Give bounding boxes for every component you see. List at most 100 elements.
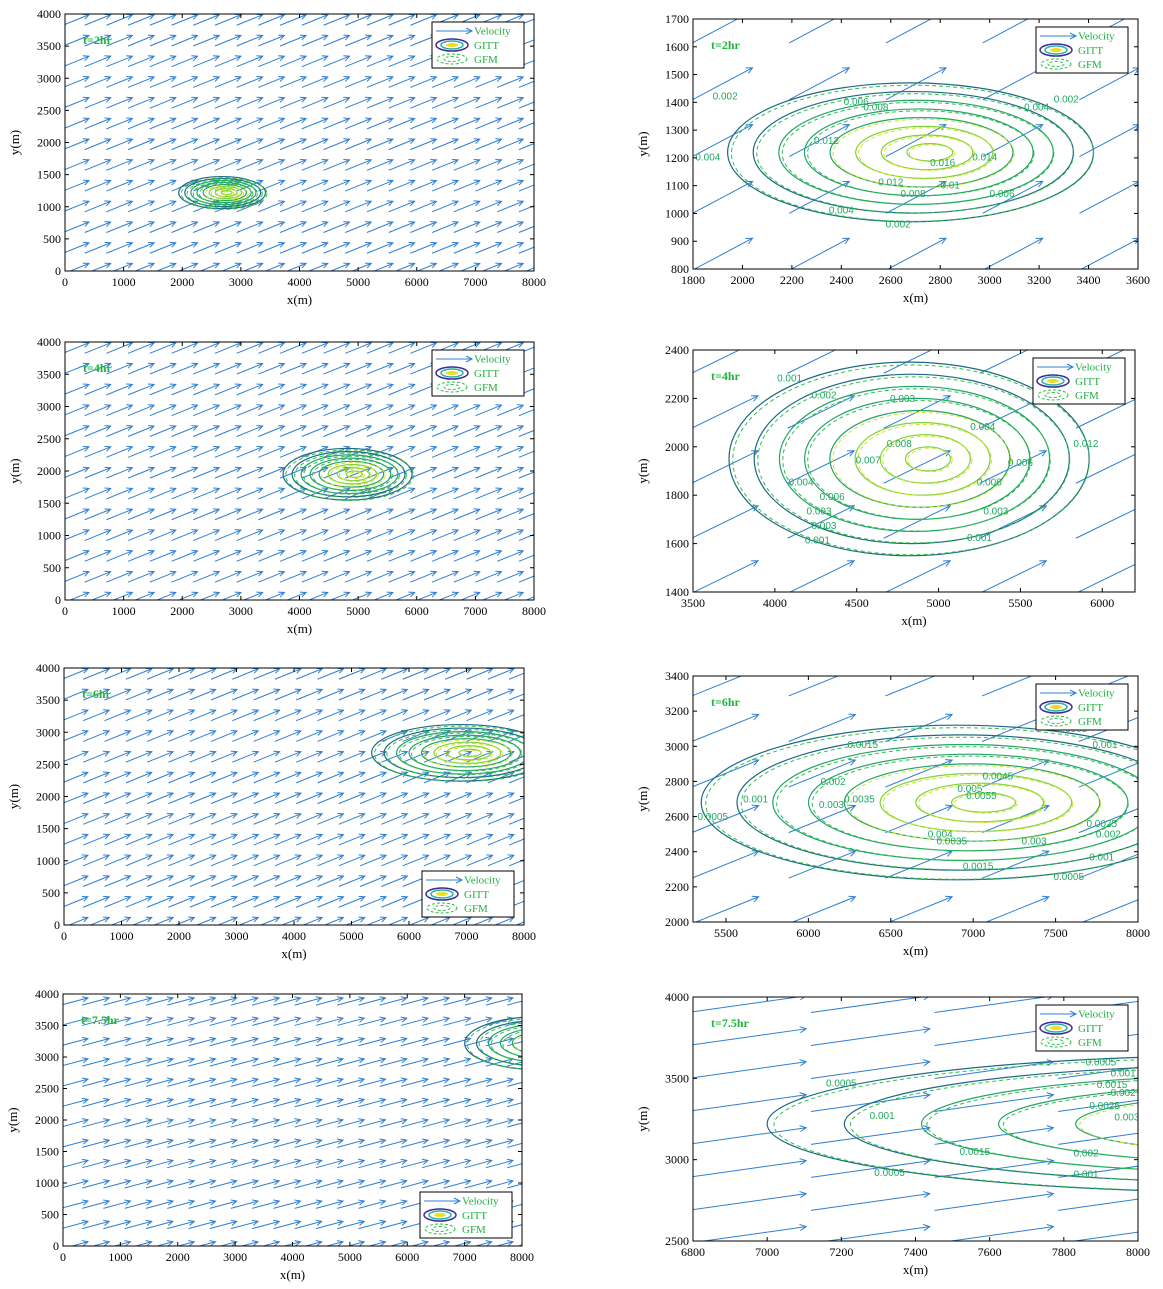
velocity-arrow xyxy=(131,916,153,925)
velocity-arrow xyxy=(358,1219,387,1230)
velocity-arrow xyxy=(84,445,112,458)
contour-label: 0.001 xyxy=(1111,1069,1136,1080)
velocity-arrow xyxy=(883,350,933,374)
legend-entry-velocity: Velocity xyxy=(1040,31,1115,43)
velocity-arrow xyxy=(1080,237,1138,269)
velocity-arrow xyxy=(84,570,112,583)
velocity-arrow xyxy=(64,771,89,783)
velocity-arrow xyxy=(464,1179,493,1189)
velocity-arrow xyxy=(358,1057,387,1067)
velocity-arrow xyxy=(146,875,175,887)
time-label: t=7.5hr xyxy=(711,1016,750,1030)
velocity-arrow xyxy=(82,1158,111,1169)
y-tick-label: 0 xyxy=(55,264,61,278)
velocity-arrow xyxy=(694,895,760,922)
gfm-contour xyxy=(857,127,995,180)
velocity-arrow xyxy=(422,1016,451,1026)
velocity-arrow xyxy=(274,771,302,784)
velocity-arrow xyxy=(279,138,308,151)
velocity-arrow xyxy=(155,591,177,600)
velocity-arrow xyxy=(487,854,515,867)
velocity-arrow xyxy=(338,833,366,846)
velocity-arrow xyxy=(258,404,286,417)
velocity-arrow xyxy=(315,1097,345,1108)
velocity-arrow xyxy=(106,383,134,396)
velocity-arrow xyxy=(372,591,394,600)
velocity-arrow xyxy=(149,76,177,88)
velocity-arrow xyxy=(358,1179,387,1189)
velocity-arrow xyxy=(127,549,156,562)
velocity-arrow xyxy=(516,1244,522,1246)
velocity-arrow xyxy=(345,342,373,354)
velocity-arrow xyxy=(65,158,90,171)
velocity-arrow xyxy=(443,1118,472,1128)
velocity-arrow xyxy=(453,445,481,458)
velocity-arrow xyxy=(106,342,134,354)
velocity-arrow xyxy=(445,854,473,867)
time-label: t=4hr xyxy=(83,361,113,375)
x-tick-label: 3500 xyxy=(681,596,705,610)
velocity-arrow xyxy=(982,180,1044,214)
velocity-arrow xyxy=(230,1118,260,1128)
velocity-arrow xyxy=(888,895,954,922)
velocity-arrow xyxy=(210,833,239,846)
velocity-arrow xyxy=(210,812,239,825)
velocity-arrow xyxy=(366,96,394,109)
contour-label: 0.005 xyxy=(957,784,982,795)
velocity-arrow xyxy=(279,241,308,254)
velocity-arrow xyxy=(518,492,534,500)
velocity-arrow xyxy=(65,404,90,416)
velocity-arrow xyxy=(453,179,481,192)
velocity-arrow xyxy=(106,241,134,254)
velocity-arrow xyxy=(518,101,534,109)
velocity-arrow xyxy=(149,362,177,375)
velocity-arrow xyxy=(423,792,451,805)
velocity-arrow xyxy=(410,466,438,479)
velocity-arrow xyxy=(1058,1099,1138,1112)
y-tick-label: 500 xyxy=(43,232,61,246)
velocity-arrow xyxy=(236,138,264,151)
x-tick-label: 0 xyxy=(61,929,67,943)
velocity-arrow xyxy=(189,854,217,867)
velocity-arrow xyxy=(209,1036,238,1047)
velocity-arrow xyxy=(242,262,264,271)
y-tick-label: 2500 xyxy=(665,1234,689,1248)
velocity-arrow xyxy=(400,1036,430,1047)
gfm-contours xyxy=(773,1059,1138,1191)
gitt-contour xyxy=(345,470,364,479)
contour-label: 0.001 xyxy=(1089,853,1114,864)
contour-label: 0.0015 xyxy=(1097,1080,1128,1091)
velocity-arrow xyxy=(127,362,156,375)
velocity-arrow xyxy=(453,549,481,562)
contour-label: 0.004 xyxy=(695,153,720,164)
velocity-arrow xyxy=(279,117,308,130)
velocity-arrow xyxy=(84,425,112,437)
gfm-contour xyxy=(883,135,975,171)
velocity-arrow xyxy=(301,383,329,396)
legend-label: GFM xyxy=(1078,716,1102,728)
x-tick-label: 3200 xyxy=(1027,273,1051,287)
velocity-arrow xyxy=(155,1240,175,1246)
velocity-arrow xyxy=(294,1097,323,1108)
velocity-arrow xyxy=(127,34,156,47)
velocity-arrow xyxy=(788,124,851,157)
velocity-arrow xyxy=(193,383,221,396)
x-axis: 5500 6000 6500 7000 7500 8000 xyxy=(714,676,1150,940)
velocity-arrow xyxy=(518,80,534,88)
velocity-arrow xyxy=(431,549,460,562)
velocity-arrow xyxy=(359,771,388,784)
x-tick-label: 2000 xyxy=(167,929,191,943)
x-tick-label: 4000 xyxy=(288,275,312,289)
velocity-arrow xyxy=(63,996,90,1006)
velocity-arrow xyxy=(127,570,156,583)
velocity-arrow xyxy=(273,1118,302,1128)
velocity-arrow xyxy=(232,854,260,867)
velocity-arrow xyxy=(63,1138,90,1148)
gfm-contour xyxy=(907,447,953,473)
y-tick-label: 3000 xyxy=(37,71,61,85)
velocity-arrow xyxy=(388,570,416,583)
velocity-arrow xyxy=(345,570,373,583)
velocity-arrow xyxy=(258,117,286,130)
gfm-contour xyxy=(180,177,268,210)
legend-entry-gfm: GFM xyxy=(436,53,498,66)
